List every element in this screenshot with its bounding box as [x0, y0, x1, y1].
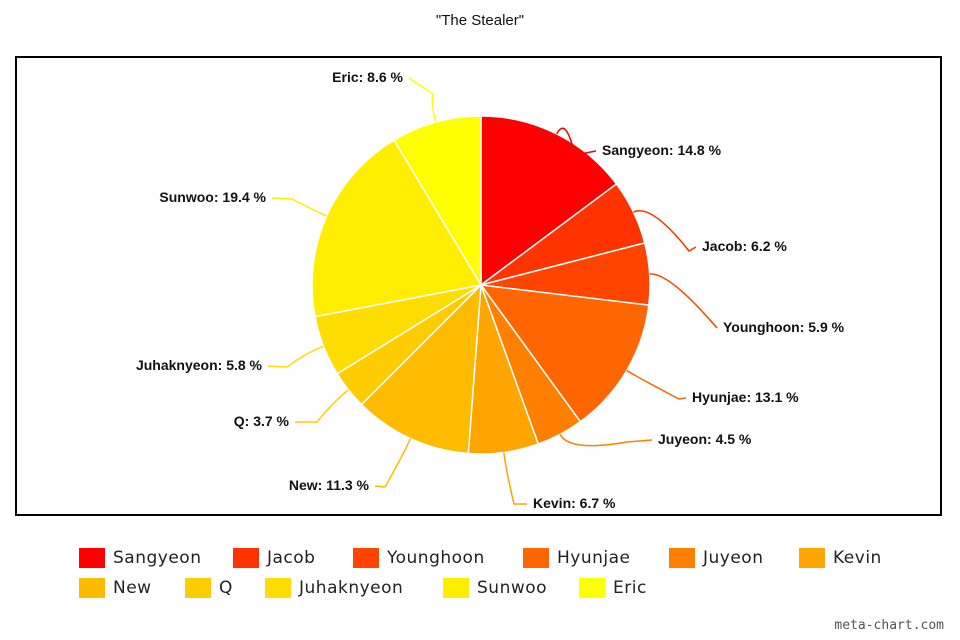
pie-slice-eric	[393, 115, 482, 288]
leader-line-sunwoo	[271, 197, 328, 217]
legend-swatch	[523, 548, 549, 568]
legend-item-juhaknyeon[interactable]: Juhaknyeon	[265, 576, 403, 600]
legend-swatch	[185, 578, 211, 598]
slice-label-q: Q: 3.7 %	[234, 413, 290, 429]
legend-item-new[interactable]: New	[79, 576, 152, 600]
legend-swatch	[799, 548, 825, 568]
slice-label-hyunjae: Hyunjae: 13.1 %	[692, 389, 799, 405]
pie-slice-hyunjae	[479, 284, 650, 423]
leader-line-younghoon	[649, 273, 718, 329]
slice-label-eric: Eric: 8.6 %	[332, 69, 403, 85]
legend-label: Juyeon	[703, 548, 764, 568]
legend-label: Kevin	[833, 548, 882, 568]
legend-label: Younghoon	[387, 548, 485, 568]
slice-label-kevin: Kevin: 6.7 %	[533, 495, 616, 511]
leader-line-juyeon	[559, 433, 653, 447]
legend-label: Eric	[613, 578, 647, 598]
legend-swatch	[79, 578, 105, 598]
legend-item-q[interactable]: Q	[185, 576, 233, 600]
leader-line-eric	[408, 77, 437, 123]
legend-label: Juhaknyeon	[299, 578, 404, 598]
leader-line-sangyeon	[556, 127, 597, 156]
legend-swatch	[233, 548, 259, 568]
legend-item-younghoon[interactable]: Younghoon	[353, 546, 485, 570]
leader-line-new	[374, 438, 412, 488]
legend-label: Hyunjae	[557, 548, 631, 568]
legend-item-juyeon[interactable]: Juyeon	[669, 546, 763, 570]
slice-label-jacob: Jacob: 6.2 %	[702, 238, 787, 254]
watermark: meta-chart.com	[834, 618, 944, 633]
slice-label-younghoon: Younghoon: 5.9 %	[723, 319, 845, 335]
legend-swatch	[579, 578, 605, 598]
legend-item-sangyeon[interactable]: Sangyeon	[79, 546, 201, 570]
slice-label-new: New: 11.3 %	[289, 477, 370, 493]
legend-swatch	[79, 548, 105, 568]
legend-swatch	[353, 548, 379, 568]
slice-label-juyeon: Juyeon: 4.5 %	[658, 431, 752, 447]
legend-label: New	[113, 578, 152, 598]
pie-chart: Sangyeon: 14.8 % Jacob: 6.2 % Younghoon: 5…	[136, 69, 845, 511]
legend-swatch	[265, 578, 291, 598]
legend-item-kevin[interactable]: Kevin	[799, 546, 882, 570]
legend-item-sunwoo[interactable]: Sunwoo	[443, 576, 547, 600]
leader-line-juhaknyeon	[267, 345, 324, 368]
slice-label-juhaknyeon: Juhaknyeon: 5.8 %	[136, 357, 263, 373]
pie-slice-sangyeon	[480, 115, 618, 287]
legend-label: Sangyeon	[113, 548, 202, 568]
legend-swatch	[669, 548, 695, 568]
chart-title: "The Stealer"	[435, 12, 525, 29]
leader-line-q	[295, 389, 349, 423]
legend-label: Q	[219, 578, 233, 598]
legend-item-eric[interactable]: Eric	[579, 576, 647, 600]
legend-swatch	[443, 578, 469, 598]
legend-item-hyunjae[interactable]: Hyunjae	[523, 546, 631, 570]
legend-label: Jacob	[267, 548, 316, 568]
plot-frame: Sangyeon: 14.8 % Jacob: 6.2 % Younghoon: 5…	[15, 56, 942, 516]
leader-line-hyunjae	[626, 369, 687, 400]
slice-label-sangyeon: Sangyeon: 14.8 %	[602, 142, 722, 158]
leader-line-kevin	[503, 452, 527, 505]
leader-line-jacob	[633, 210, 697, 252]
slice-label-sunwoo: Sunwoo: 19.4 %	[159, 189, 266, 205]
legend-label: Sunwoo	[477, 578, 548, 598]
legend-item-jacob[interactable]: Jacob	[233, 546, 315, 570]
